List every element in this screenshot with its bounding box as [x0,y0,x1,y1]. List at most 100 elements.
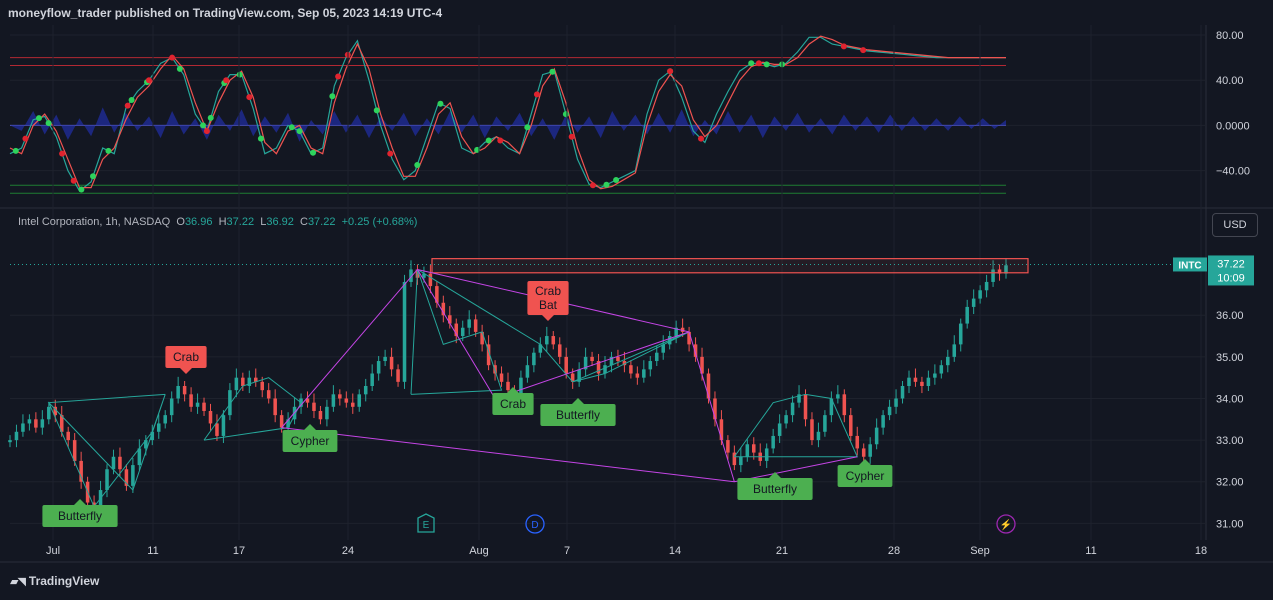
candle-body [706,373,711,399]
pattern-label-text: Cypher [846,469,885,483]
candle-body [312,402,316,411]
candle-body [965,306,969,324]
dividend-marker-icon [525,514,545,534]
ticker-badge-text: INTC [1178,260,1201,271]
candle-body [331,394,336,407]
candle-body [952,344,957,357]
pattern-label-box [837,465,893,487]
candle-body [745,444,750,457]
candle-body [913,377,918,382]
tradingview-footer: ▰◥ TradingView [10,574,99,588]
candle-body [156,423,161,432]
osc-signal-line [9,35,1006,190]
footer-brand[interactable]: TradingView [28,574,100,588]
time-tick: Aug [469,545,489,557]
candle-body [997,269,1002,274]
high-label: H [218,216,227,228]
pattern-label-butterfly: Butterfly [540,398,616,426]
osc-dot-green [562,111,569,118]
candle-body [318,410,323,420]
osc-dot-green [763,61,770,68]
osc-dot-green [296,128,303,135]
time-tick: Sep [970,545,990,557]
pattern-label-box [737,478,813,500]
osc-dot-red [22,135,29,142]
osc-y-tick: 80.00 [1216,30,1244,42]
split-marker-icon [996,514,1016,534]
pattern-label-crab: Crab [492,387,534,415]
low-value: 36.92 [266,216,294,228]
osc-dot-green [12,147,19,154]
publish-header: moneyflow_trader published on TradingVie… [8,6,443,20]
osc-dot-red [203,128,210,135]
candle-body [27,419,32,424]
candle-body [887,406,892,416]
candle-body [409,269,413,282]
candle-body [810,419,814,441]
price-y-tick: 34.00 [1216,393,1244,405]
pattern-label-cypher: Cypher [837,459,893,487]
osc-dot-red [246,94,253,101]
candle-body [693,344,698,357]
candle-body [499,373,504,382]
resistance-zone [431,258,1029,274]
osc-dot-green [485,137,492,144]
osc-dot-red [223,77,230,84]
symbol-name[interactable]: Intel Corporation, 1h, NASDAQ [18,216,171,228]
candle-body [900,386,905,399]
pattern-label-box [165,346,207,368]
low-label: L [260,216,267,228]
pattern-label-pointer [74,499,86,505]
candle-body [286,419,290,428]
osc-dot-red [589,182,596,189]
pattern-butterfly-2 [417,269,690,383]
change-value: +0.25 (+0.68%) [341,216,418,228]
pattern-label-text: Bat [539,298,558,312]
candle-body [894,398,898,407]
price-y-tick: 32.00 [1216,477,1244,489]
candle-body [816,431,821,441]
event-marker-label: D [531,520,538,531]
candle-body [66,431,70,441]
candle-body [14,431,19,441]
time-tick: 24 [342,545,354,557]
candle-body [1004,265,1008,274]
osc-dot-red [497,137,504,144]
pattern-label-box [282,430,338,452]
price-y-tick: 36.00 [1216,310,1244,322]
time-tick: 7 [564,545,570,557]
price-y-tick: 35.00 [1216,352,1244,364]
time-tick: 21 [776,545,788,557]
candle-body [874,427,879,445]
candle-body [933,373,937,378]
osc-main-line [9,36,1006,192]
high-value: 37.22 [226,216,255,228]
candle-body [939,365,944,374]
candle-body [538,344,543,353]
osc-dot-red [698,135,705,142]
currency-button[interactable]: USD [1212,213,1258,237]
time-tick: 28 [888,545,900,557]
candle-body [189,394,193,407]
osc-dot-red [169,54,176,61]
pattern-label-pointer [180,368,192,374]
price-badge-countdown: 10:09 [1217,272,1245,284]
price-badge [1208,255,1254,286]
candle-body [208,410,213,424]
time-tick: 18 [1195,545,1207,557]
event-marker-label: ⚡ [1000,518,1012,531]
pattern-label-pointer [572,398,584,404]
candle-body [253,377,258,382]
candle-body [616,356,620,362]
candle-body [163,415,167,424]
price-y-tick: 33.00 [1216,435,1244,447]
candle-body [519,377,523,399]
candle-body [441,302,446,316]
osc-y-tick: −40.00 [1216,166,1250,178]
pattern-crab-1 [410,269,503,395]
candle-body [247,377,252,386]
osc-dot-green [603,181,610,188]
candle-body [958,323,963,345]
candle-body [532,352,536,366]
